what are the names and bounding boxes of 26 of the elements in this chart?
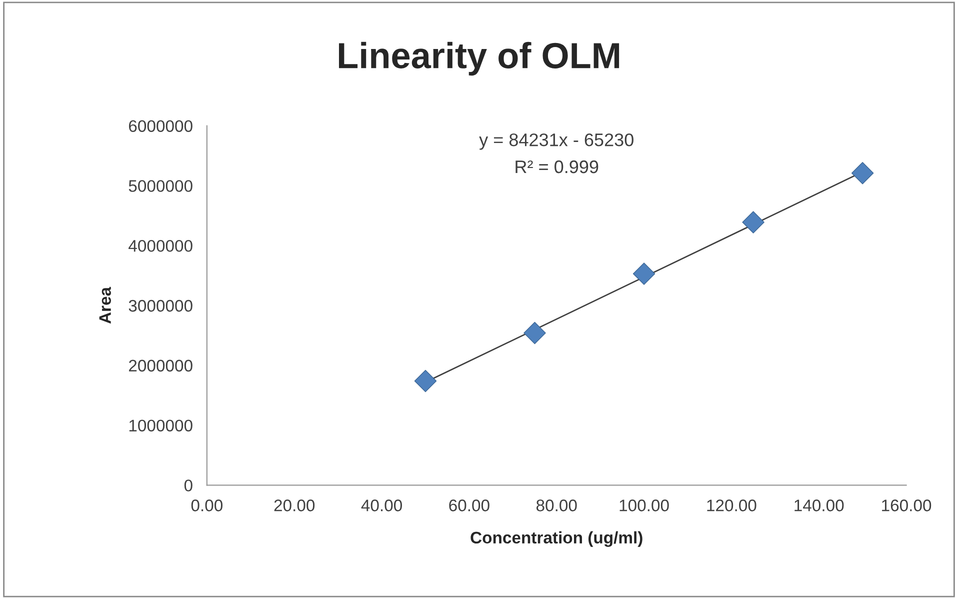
y-tick-label: 6000000: [129, 120, 192, 132]
point: [414, 370, 437, 392]
x-tick-label: 140.00: [794, 500, 844, 512]
point: [524, 322, 546, 344]
point: [742, 211, 764, 234]
y-tick-label: 2000000: [129, 360, 192, 372]
x-tick-label: 120.00: [707, 500, 756, 512]
annotation: R² = 0.999: [516, 160, 598, 174]
annotation: y = 84231x - 65230: [479, 133, 634, 150]
x-tick-label: 160.00: [882, 500, 932, 512]
y-tick-label: 0: [184, 480, 192, 492]
y-axis-title: Area: [99, 286, 111, 324]
y-tick-label: 4000000: [128, 240, 192, 252]
x-tick-label: 100.00: [620, 500, 669, 512]
y-tick-label: 5000000: [128, 180, 192, 192]
x-tick-label: 60.00: [449, 500, 490, 512]
x-tick-label: 20.00: [274, 500, 315, 512]
point: [851, 162, 874, 184]
y-tick-label: 1000000: [129, 420, 192, 432]
x-axis-title: Concentration (ug/ml): [470, 531, 642, 547]
point: [632, 262, 656, 285]
x-tick-label: 40.00: [361, 500, 402, 512]
y-tick-label: 3000000: [128, 300, 192, 312]
x-tick-label: 0.00: [191, 500, 222, 512]
x-tick-label: 80.00: [536, 500, 577, 512]
chart-title: Linearity of OLM: [338, 42, 620, 76]
